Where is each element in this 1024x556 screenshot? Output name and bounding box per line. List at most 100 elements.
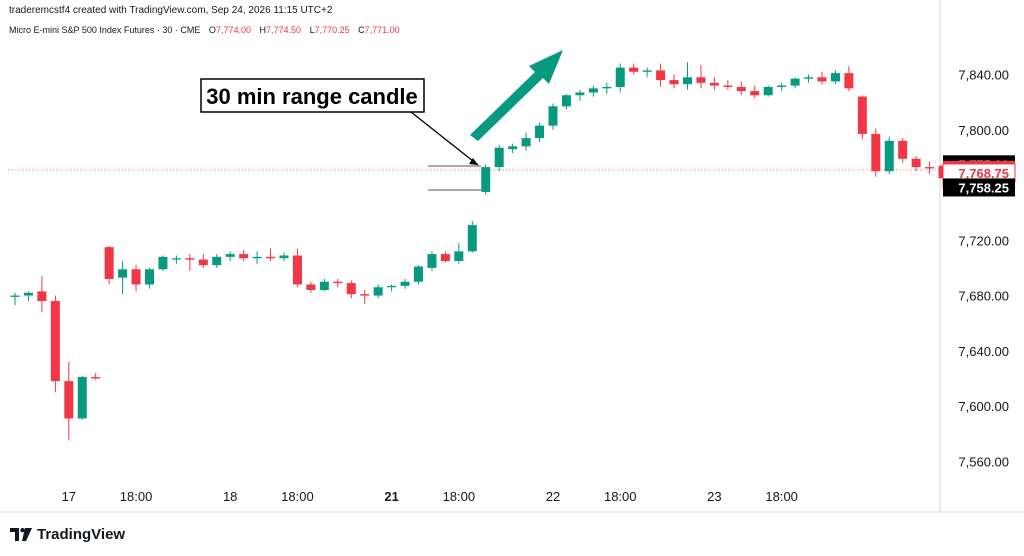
- chart-credit: traderemcstf4 created with TradingView.c…: [9, 5, 333, 16]
- candle-body[interactable]: [454, 251, 464, 261]
- candle-body[interactable]: [239, 254, 249, 259]
- y-tick-label: 7,560.00: [958, 454, 1009, 469]
- candle-body[interactable]: [629, 67, 639, 72]
- candle-body[interactable]: [279, 255, 289, 259]
- candle-body[interactable]: [387, 285, 397, 288]
- candle-body[interactable]: [23, 292, 33, 296]
- candle-body[interactable]: [77, 377, 87, 419]
- candle-body[interactable]: [414, 266, 423, 282]
- low-value: 7,770.25: [314, 25, 350, 35]
- price-label-text: 7,758.25: [958, 180, 1009, 195]
- y-tick-label: 7,840.00: [958, 68, 1009, 83]
- y-tick-label: 7,640.00: [958, 344, 1009, 359]
- candle-body[interactable]: [642, 70, 652, 72]
- candle-body[interactable]: [266, 256, 276, 259]
- candle-body[interactable]: [292, 255, 302, 285]
- candle-body[interactable]: [804, 77, 814, 79]
- candle-body[interactable]: [158, 256, 168, 270]
- candle-body[interactable]: [481, 167, 491, 192]
- candle-body[interactable]: [400, 281, 410, 286]
- candle-body[interactable]: [723, 85, 733, 87]
- candle-body[interactable]: [736, 86, 746, 92]
- candle-body[interactable]: [360, 294, 370, 296]
- candle-body[interactable]: [440, 254, 450, 261]
- candle-body[interactable]: [185, 258, 195, 260]
- x-tick-label: 18: [223, 489, 237, 504]
- candle-body[interactable]: [925, 167, 935, 169]
- x-tick-label: 21: [384, 489, 398, 504]
- open-value: 7,774.00: [215, 25, 251, 35]
- candle-body[interactable]: [857, 96, 867, 134]
- tradingview-logo[interactable]: TradingView: [10, 526, 125, 543]
- candle-body[interactable]: [588, 88, 598, 93]
- x-tick-label: 18:00: [120, 489, 153, 504]
- symbol-name: Micro E-mini S&P 500 Index Futures · 30 …: [9, 25, 201, 35]
- candle-body[interactable]: [575, 92, 585, 96]
- candle-body[interactable]: [346, 283, 356, 295]
- candle-body[interactable]: [790, 78, 800, 86]
- candle-body[interactable]: [548, 106, 558, 126]
- candle-body[interactable]: [656, 70, 666, 81]
- y-tick-label: 7,680.00: [958, 289, 1009, 304]
- candle-body[interactable]: [225, 254, 235, 257]
- price-label-box: [943, 178, 1015, 197]
- x-tick-label: 18:00: [604, 489, 637, 504]
- candle-body[interactable]: [817, 77, 827, 82]
- candle-body[interactable]: [763, 86, 773, 96]
- trend-arrow-icon[interactable]: [470, 50, 563, 141]
- candle-body[interactable]: [37, 291, 47, 302]
- candle-body[interactable]: [319, 281, 329, 291]
- symbol-legend: Micro E-mini S&P 500 Index Futures · 30 …: [9, 25, 400, 35]
- close-value: 7,771.00: [364, 25, 400, 35]
- candle-body[interactable]: [508, 146, 518, 150]
- candle-body[interactable]: [131, 269, 141, 285]
- annotation-pointer-head: [469, 158, 478, 165]
- candle-body[interactable]: [844, 73, 854, 89]
- x-tick-label: 23: [707, 489, 721, 504]
- candle-body[interactable]: [602, 86, 612, 89]
- candle-body[interactable]: [750, 91, 760, 96]
- x-tick-label: 22: [546, 489, 560, 504]
- candle-body[interactable]: [373, 287, 383, 296]
- annotation-box[interactable]: [200, 78, 425, 113]
- candle-body[interactable]: [911, 158, 921, 168]
- candle-body[interactable]: [615, 67, 625, 87]
- candle-body[interactable]: [104, 247, 114, 279]
- price-label-text: 7,768.75: [958, 166, 1009, 181]
- candle-body[interactable]: [118, 269, 128, 278]
- candle-body[interactable]: [561, 95, 571, 107]
- candle-body[interactable]: [709, 82, 719, 86]
- y-tick-label: 7,600.00: [958, 399, 1009, 414]
- candle-body[interactable]: [884, 140, 894, 172]
- candle-body[interactable]: [494, 147, 504, 168]
- candle-body[interactable]: [198, 259, 208, 266]
- candle-body[interactable]: [467, 225, 477, 252]
- candle-body[interactable]: [171, 258, 181, 260]
- candle-body[interactable]: [830, 73, 840, 82]
- candle-body[interactable]: [50, 301, 60, 382]
- candle-body[interactable]: [535, 125, 545, 139]
- candle-body[interactable]: [64, 381, 74, 419]
- candle-body[interactable]: [871, 133, 881, 172]
- candle-body[interactable]: [696, 77, 706, 83]
- candle-body[interactable]: [683, 77, 692, 85]
- candle-body[interactable]: [10, 295, 20, 297]
- x-tick-label: 18:00: [281, 489, 314, 504]
- tradingview-brand: TradingView: [37, 526, 126, 543]
- candle-body[interactable]: [145, 269, 154, 285]
- candle-body[interactable]: [521, 138, 531, 147]
- candle-body[interactable]: [252, 256, 262, 259]
- low-label: L: [309, 25, 315, 35]
- candle-body[interactable]: [777, 85, 787, 87]
- high-value: 7,774.50: [266, 25, 302, 35]
- candle-body[interactable]: [212, 256, 222, 266]
- candle-body[interactable]: [306, 284, 316, 291]
- candle-body[interactable]: [898, 140, 908, 159]
- candle-body[interactable]: [427, 254, 437, 268]
- candle-body[interactable]: [91, 377, 101, 379]
- annotation-text: 30 min range candle: [206, 84, 418, 109]
- candle-body[interactable]: [669, 80, 679, 85]
- x-tick-label: 17: [62, 489, 76, 504]
- candle-body[interactable]: [333, 281, 343, 284]
